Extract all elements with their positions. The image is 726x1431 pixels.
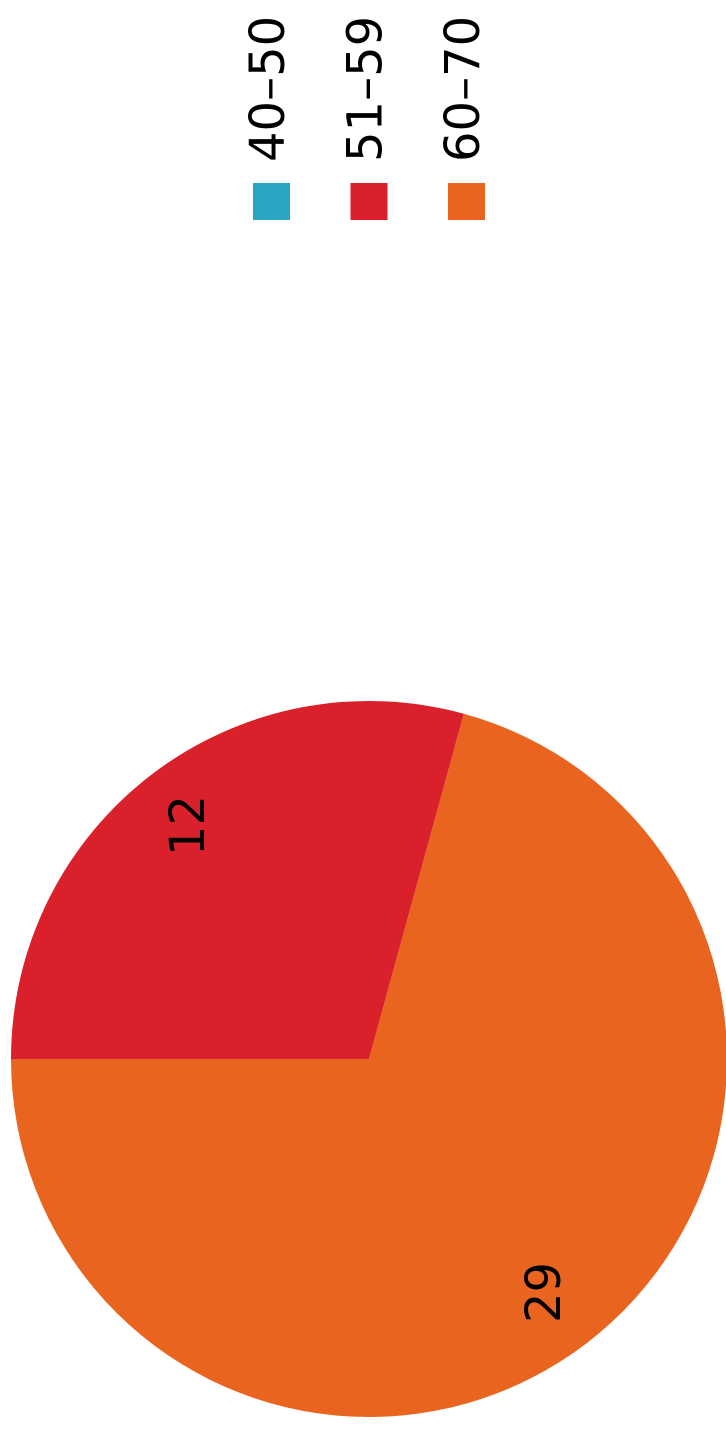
legend-label: 40–50 xyxy=(240,16,296,162)
legend-swatch xyxy=(253,183,290,220)
pie-slice xyxy=(11,700,464,1059)
legend-label: 51–59 xyxy=(338,16,394,162)
legend-swatch xyxy=(448,183,485,220)
slice-label: 12 xyxy=(160,795,216,856)
legend-label: 60–70 xyxy=(435,16,491,162)
pie-slice xyxy=(11,713,726,1417)
slice-label: 29 xyxy=(516,1262,572,1323)
legend-swatch xyxy=(350,183,388,220)
